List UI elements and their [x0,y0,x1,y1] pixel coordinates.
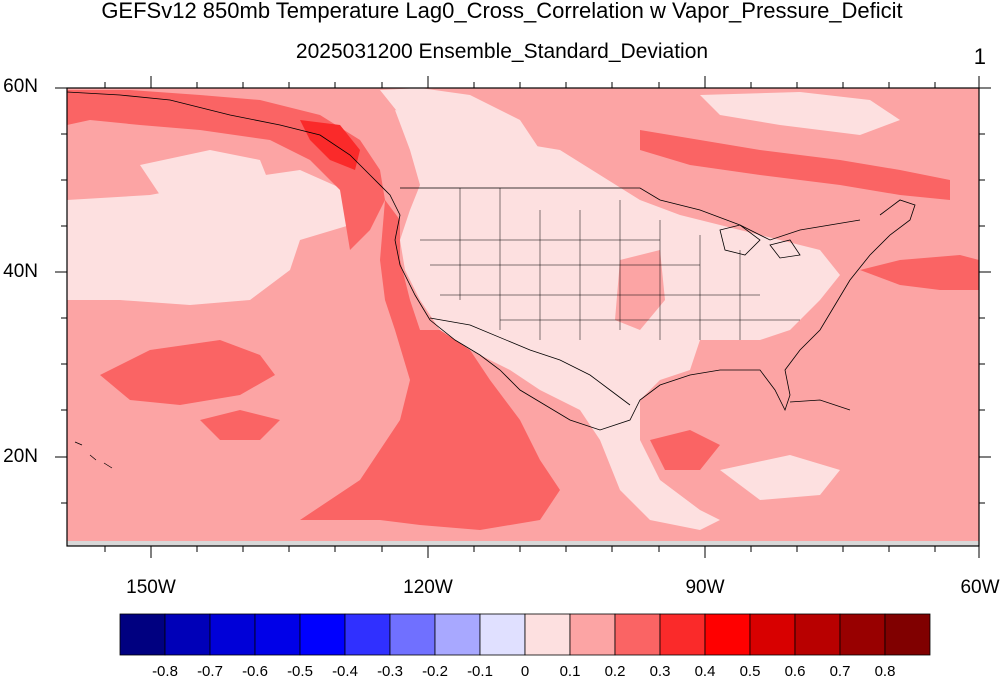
colorbar-box [434,613,481,656]
colorbar-tick-label: -0.1 [467,663,493,680]
pacific-light-north [140,150,270,200]
lat-label-60n: 60N [3,76,38,97]
colorbar-tick-label: -0.4 [332,663,358,680]
colorbar-box [344,613,391,656]
hawaii-islands [74,441,113,469]
state-lines [420,188,800,340]
axis-ticks [55,76,991,558]
colorbar-box [884,613,931,656]
great-lakes [719,224,801,259]
field-light [615,250,800,400]
colorbar-tick-label: -0.8 [152,663,178,680]
coastlines [66,91,916,431]
lon-label-60w: 60W [960,577,1000,598]
page-number: 1 [973,44,986,69]
bc-coast-strong [300,120,360,170]
map-title: GEFSv12 850mb Temperature Lag0_Cross_Cor… [101,0,903,23]
colorbar-tick-label: 0.4 [694,663,716,680]
pacific-small-medium [200,410,280,440]
colorbar-tick-label: -0.6 [242,663,268,680]
map-subtitle: 2025031200 Ensemble_Standard_Deviation [295,40,709,63]
baja-medium [300,330,560,530]
colorbar-box [524,613,571,656]
us-mexico-border [429,317,631,406]
colorbar-box [254,613,301,656]
colorbar-tick-label: 0.7 [829,663,851,680]
hudson-light [700,92,900,135]
colorbar-tick-label: 0.1 [559,663,581,680]
florida-light [760,340,800,400]
labrador-medium [640,130,950,200]
lat-label-40n: 40N [3,261,38,282]
colorbar-tick-label: 0.5 [739,663,761,680]
field-strong [300,120,360,170]
colorbar-tick-label: 0.2 [604,663,626,680]
lon-label-150w: 150W [126,577,176,598]
colorbar-box [749,613,796,656]
colorbar-box [569,613,616,656]
colorbar-tick-label: -0.2 [422,663,448,680]
caribbean-light [720,455,840,500]
atlantic-medium [860,255,979,290]
north-america-coast [66,91,916,431]
lon-label-90w: 90W [685,577,725,598]
lon-label-120w: 120W [403,577,453,598]
central-plains-light [615,250,665,330]
cuba [789,399,851,411]
colorbar-tick-label: -0.3 [377,663,403,680]
colorbar-box [164,613,211,656]
nodata-strip [67,541,979,546]
colorbar-tick-label: -0.7 [197,663,223,680]
colorbar-box [659,613,706,656]
axes-frame [66,87,980,547]
colorbar-box [389,613,436,656]
colorbar-box [119,613,166,656]
colorbar-tick-label: 0.3 [649,663,671,680]
colorbar-box [209,613,256,656]
colorbar-box [479,613,526,656]
islands [74,399,851,469]
colorbar-tick-label: -0.5 [287,663,313,680]
colorbar-tick-label: 0.8 [874,663,896,680]
colorbar-box [299,613,346,656]
colorbar-tick-label: 0.6 [784,663,806,680]
colorbar [119,613,931,656]
gulf-medium [650,430,720,470]
colorbar-box [839,613,886,656]
colorbar-box [794,613,841,656]
colorbar-box [704,613,751,656]
colorbar-tick-label: 0 [520,663,530,680]
pacific-light-band [67,170,350,305]
canada-light [380,88,540,150]
hawaii-medium [100,340,275,405]
colorbar-box [614,613,661,656]
lat-label-20n: 20N [3,446,38,467]
